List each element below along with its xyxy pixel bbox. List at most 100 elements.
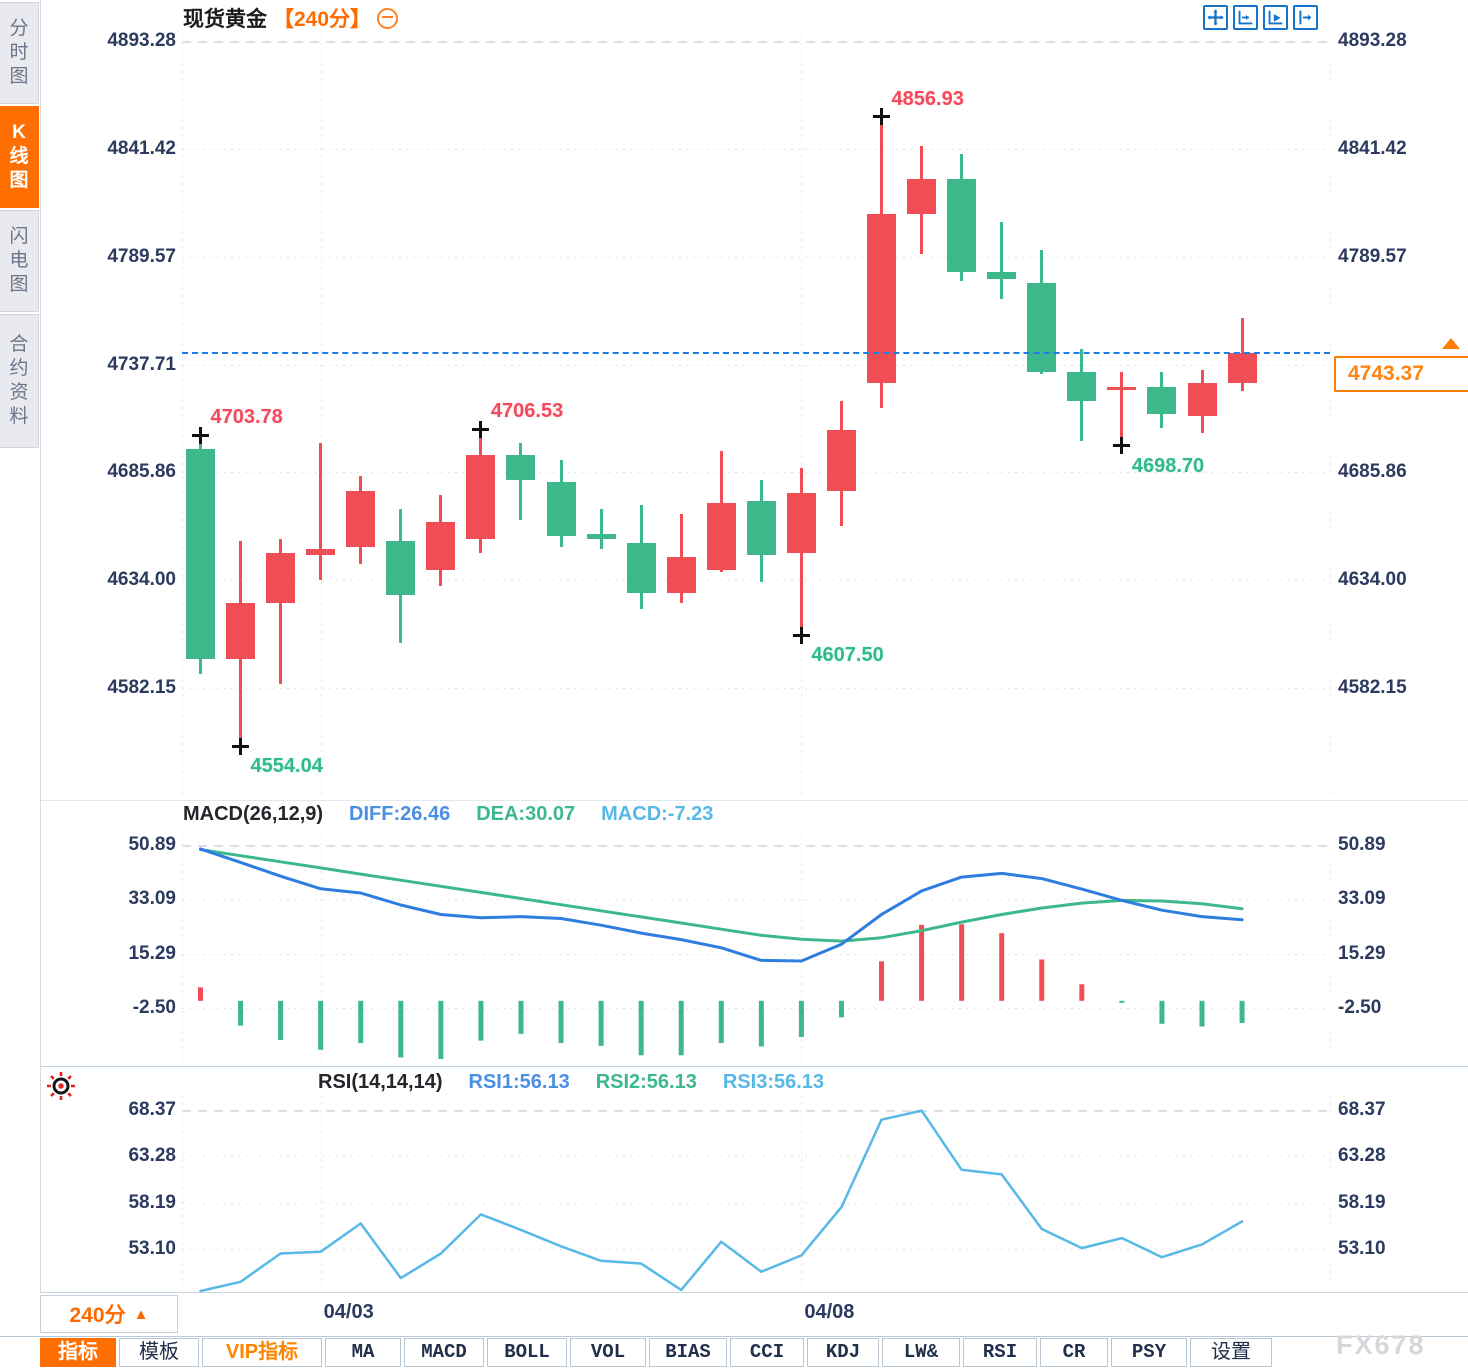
y-axis-tick: 4789.57 bbox=[107, 245, 176, 267]
y-axis-tick: -2.50 bbox=[1338, 997, 1382, 1019]
watermark: FX678 bbox=[1336, 1330, 1426, 1360]
panel-separator bbox=[40, 1066, 1468, 1067]
candle-body bbox=[867, 214, 897, 383]
candle-body bbox=[666, 557, 696, 593]
toolbar-cr[interactable]: CR bbox=[1040, 1338, 1108, 1367]
extreme-cross-marker bbox=[192, 426, 209, 444]
gridline bbox=[182, 836, 183, 1062]
toolbar-lw[interactable]: LW& bbox=[882, 1338, 960, 1367]
gridline bbox=[801, 1096, 802, 1291]
rsi-params-label: RSI(14,14,14) bbox=[318, 1071, 443, 1093]
sidebar-tab-contract-info[interactable]: 合约资料 bbox=[0, 314, 39, 448]
y-axis-tick: 15.29 bbox=[128, 942, 176, 964]
y-axis-tick: 4841.42 bbox=[1338, 137, 1407, 159]
candle-body bbox=[186, 449, 215, 660]
toolbar-indicators[interactable]: 指标 bbox=[40, 1338, 116, 1367]
period-selector[interactable]: 240分 ▲ bbox=[40, 1295, 178, 1333]
sidebar-tab-time-chart[interactable]: 分时图 bbox=[0, 2, 39, 104]
toolbar-boll[interactable]: BOLL bbox=[487, 1338, 567, 1367]
gridline bbox=[1330, 836, 1331, 1062]
candle-wick bbox=[1000, 222, 1004, 300]
high-price-annotation: 4706.53 bbox=[490, 400, 564, 423]
toolbar-macd[interactable]: MACD bbox=[404, 1338, 484, 1367]
indicator-alert-sun-icon[interactable] bbox=[44, 1069, 78, 1106]
gridline bbox=[182, 1096, 183, 1291]
toolbar-settings[interactable]: 设置 bbox=[1190, 1338, 1272, 1367]
y-axis-tick: 50.89 bbox=[1338, 834, 1386, 855]
candle-body bbox=[786, 492, 816, 554]
extreme-cross-marker bbox=[792, 626, 810, 644]
gridline bbox=[801, 836, 802, 1062]
candle-body bbox=[907, 178, 937, 215]
macd-header: MACD(26,12,9) DIFF:26.46 DEA:30.07 MACD:… bbox=[183, 803, 713, 826]
rsi-header: RSI(14,14,14) RSI1:56.13 RSI2:56.13 RSI3… bbox=[318, 1071, 824, 1094]
y-axis-tick: 53.10 bbox=[128, 1237, 176, 1259]
candle-wick bbox=[319, 442, 323, 581]
toolbar-bias[interactable]: BIAS bbox=[649, 1338, 727, 1367]
last-price-dashed-line bbox=[182, 351, 1330, 354]
candle-body bbox=[346, 490, 376, 547]
toolbar-ma[interactable]: MA bbox=[325, 1338, 401, 1367]
gridline bbox=[321, 36, 322, 795]
y-axis-tick: 4685.86 bbox=[1338, 461, 1407, 483]
x-axis-play-icon[interactable] bbox=[1263, 5, 1288, 30]
candle-body bbox=[746, 501, 776, 556]
y-axis-tick: 50.89 bbox=[128, 834, 176, 855]
y-axis-tick: -2.50 bbox=[132, 997, 176, 1019]
panel-separator bbox=[40, 800, 1468, 801]
price-up-arrow-icon bbox=[1442, 337, 1460, 349]
y-axis-tick: 4685.86 bbox=[107, 461, 176, 483]
candle-body bbox=[266, 553, 296, 604]
candle-body bbox=[1227, 352, 1257, 383]
extreme-cross-marker bbox=[1113, 437, 1131, 455]
x-axis-scale-icon[interactable] bbox=[1233, 5, 1258, 30]
candle-body bbox=[426, 521, 456, 570]
instrument-title: 现货黄金 bbox=[183, 8, 267, 31]
y-axis-tick: 4634.00 bbox=[1338, 569, 1407, 591]
gridline bbox=[182, 365, 1330, 366]
last-price-badge: 4743.37 bbox=[1334, 355, 1468, 392]
gridline bbox=[182, 36, 183, 795]
extreme-cross-marker bbox=[232, 737, 250, 755]
sidebar-tab-flash-chart[interactable]: 闪电图 bbox=[0, 210, 39, 312]
date-label: 04/08 bbox=[804, 1301, 855, 1323]
low-price-annotation: 4698.70 bbox=[1131, 454, 1205, 477]
toolbar-vol[interactable]: VOL bbox=[570, 1338, 646, 1367]
rsi3-readout: RSI3:56.13 bbox=[722, 1071, 825, 1093]
toolbar-kdj[interactable]: KDJ bbox=[807, 1338, 879, 1367]
toolbar-templates[interactable]: 模板 bbox=[119, 1338, 199, 1367]
gridline bbox=[182, 1008, 1330, 1009]
gridline bbox=[182, 954, 1330, 955]
toolbar-rsi[interactable]: RSI bbox=[963, 1338, 1037, 1367]
y-axis-tick: 68.37 bbox=[1338, 1099, 1386, 1120]
y-axis-tick: 4893.28 bbox=[107, 30, 176, 51]
gridline bbox=[1330, 36, 1331, 795]
gridline bbox=[182, 472, 1330, 473]
candle-body bbox=[626, 542, 656, 593]
y-axis-tick: 4634.00 bbox=[107, 569, 176, 591]
toolbar-psy[interactable]: PSY bbox=[1111, 1338, 1187, 1367]
candle-body bbox=[1107, 386, 1137, 390]
macd-dea-readout: DEA:30.07 bbox=[476, 803, 576, 825]
toolbar-cci[interactable]: CCI bbox=[730, 1338, 804, 1367]
toolbar-vip-indicators[interactable]: VIP指标 bbox=[202, 1338, 322, 1367]
y-axis-tick: 33.09 bbox=[128, 888, 176, 910]
candle-wick bbox=[279, 538, 283, 685]
gridline bbox=[182, 580, 1330, 581]
move-tool-icon[interactable] bbox=[1203, 5, 1228, 30]
y-axis-tick: 53.10 bbox=[1338, 1237, 1386, 1259]
y-axis-tick: 15.29 bbox=[1338, 942, 1386, 964]
candle-body bbox=[586, 534, 616, 539]
macd-params-label: MACD(26,12,9) bbox=[183, 803, 324, 825]
indicator-toolbar: 指标 模板 VIP指标 MA MACD BOLL VOL BIAS CCI KDJ LW& RSI CR… bbox=[0, 1336, 1468, 1368]
collapse-minus-icon[interactable] bbox=[377, 7, 399, 29]
gridline bbox=[182, 1203, 1330, 1204]
y-axis-tick: 4582.15 bbox=[1338, 676, 1407, 698]
pan-right-icon[interactable] bbox=[1293, 5, 1318, 30]
gridline bbox=[182, 1156, 1330, 1157]
